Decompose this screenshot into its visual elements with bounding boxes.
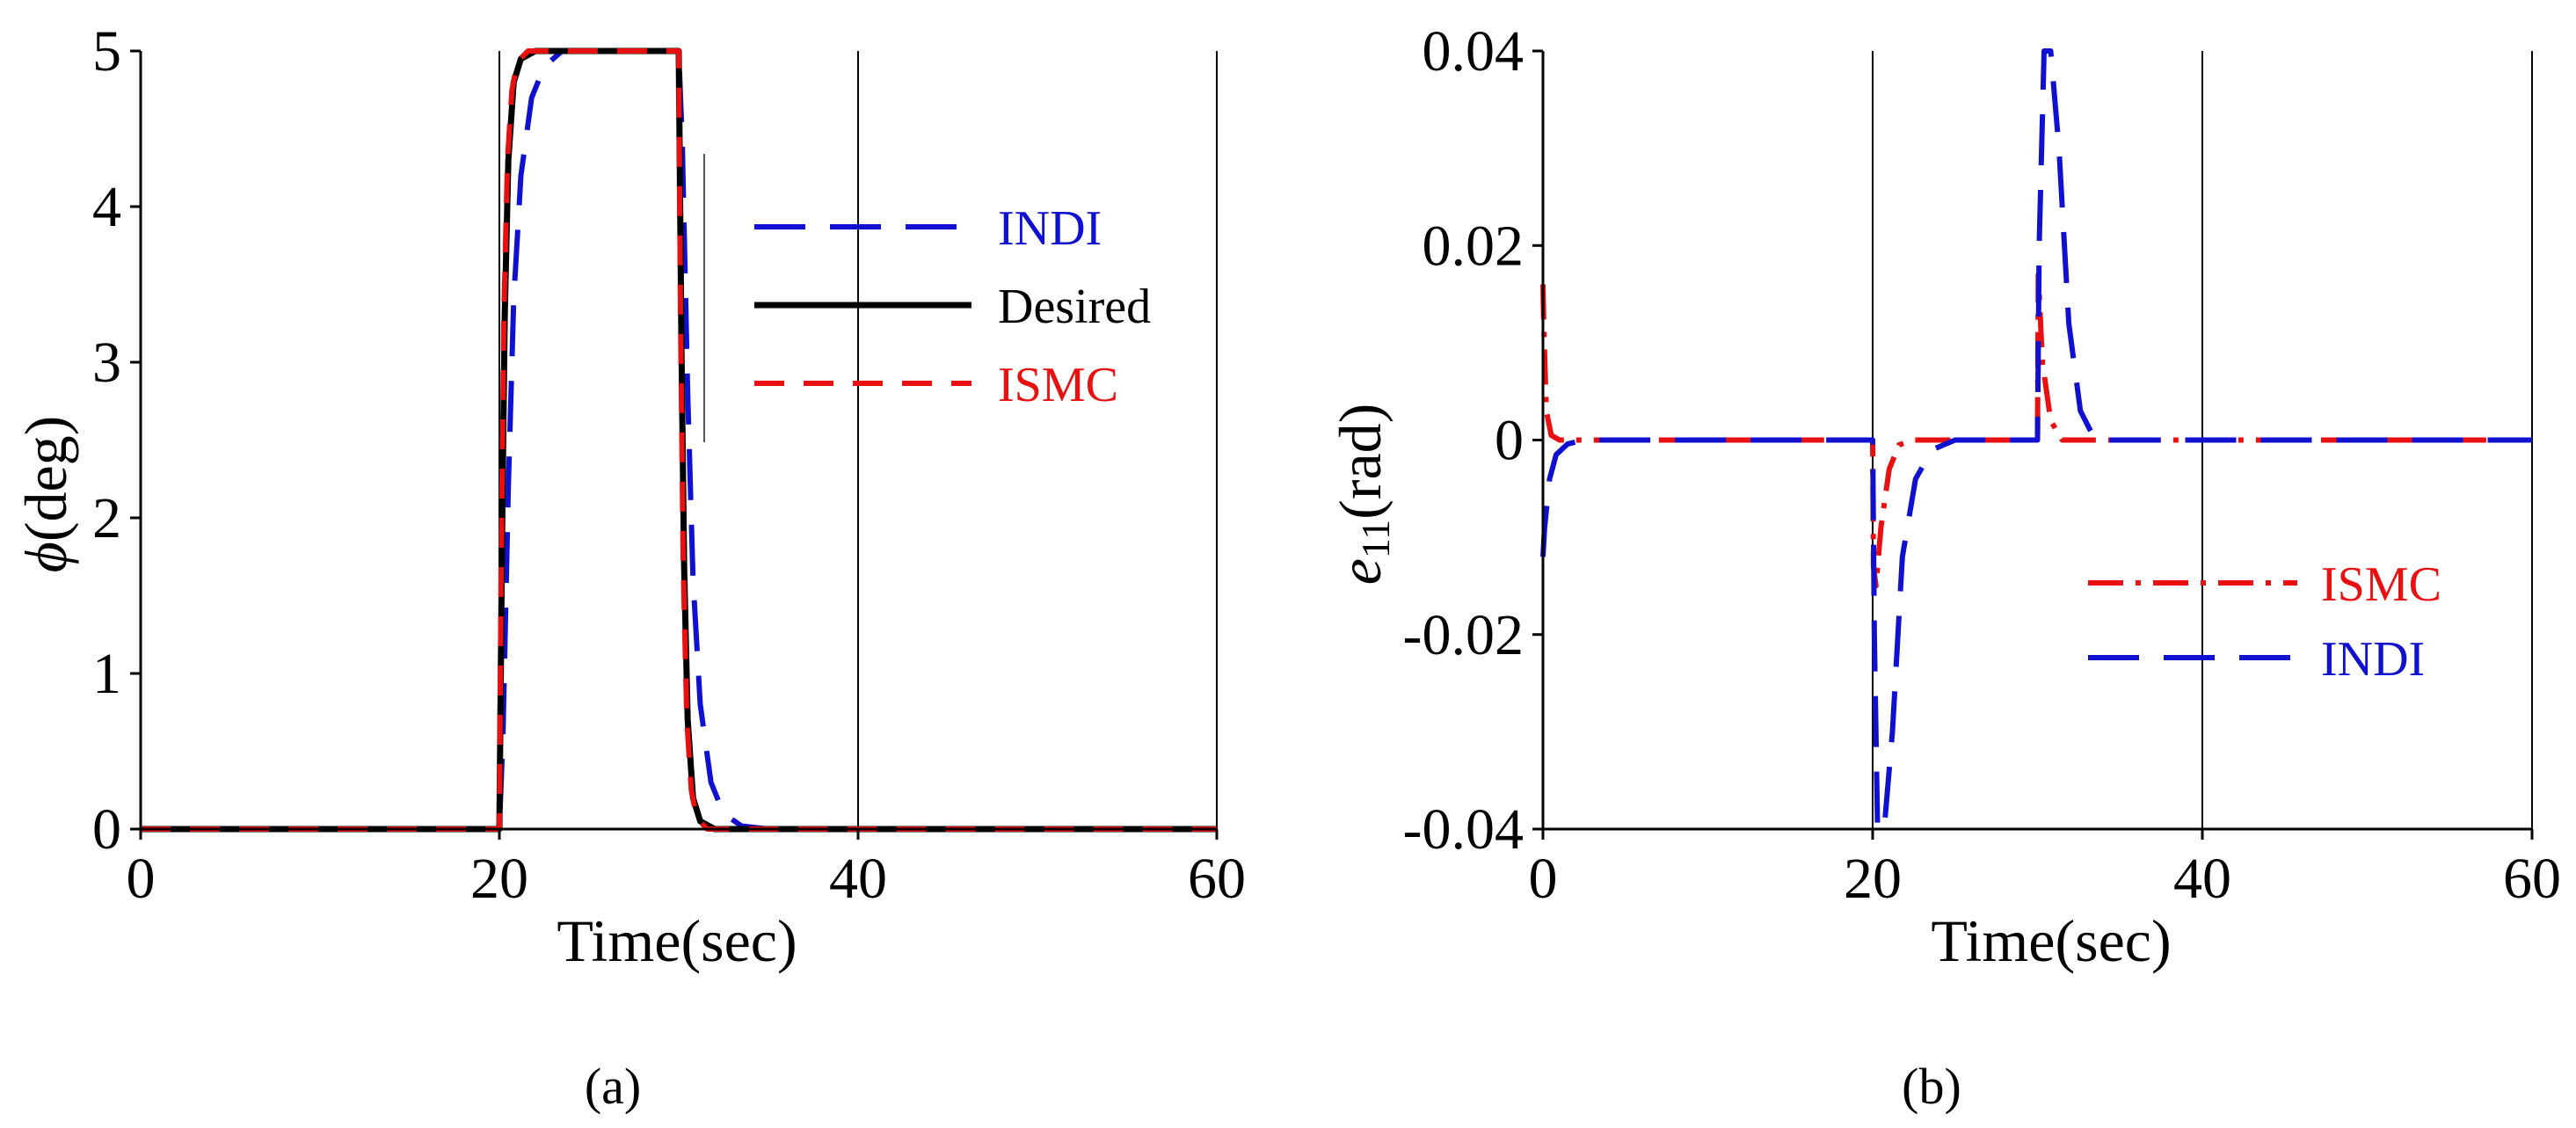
panel-a-y-tick-label: 4 <box>92 175 121 239</box>
panel-b-y-tick-label: -0.02 <box>1403 603 1524 667</box>
panel-b-axes <box>1532 49 2534 840</box>
panel-a-x-tick-label: 0 <box>127 847 156 911</box>
panel-a-x-tick-label: 60 <box>1188 847 1246 911</box>
panel-b-label: (b) <box>1902 1058 1961 1115</box>
panel-b-y-axis-unit: (rad) <box>1327 404 1394 520</box>
panel-a-label: (a) <box>585 1058 641 1115</box>
panel-a-y-axis-label: ϕ(deg) <box>12 416 79 573</box>
panel-a-axes <box>130 49 1219 840</box>
panel-b-y-axis-subscript: 11 <box>1353 520 1398 558</box>
panel-b-x-tick-label: 0 <box>1529 847 1558 911</box>
panel-a-chart: 0 1 2 3 4 5 0 20 40 60 Time(sec) ϕ(deg) (a) INDI D… <box>12 19 1246 1115</box>
panel-a-series-desired-line <box>141 47 1217 833</box>
panel-b-legend-indi-label: INDI <box>2321 632 2425 687</box>
panel-b-y-tick-label: 0 <box>1495 409 1524 473</box>
panel-a-y-tick-label: 3 <box>92 331 121 395</box>
panel-a-y-axis-unit: (deg) <box>12 416 79 542</box>
panel-a-legend-indi-label: INDI <box>998 201 1102 256</box>
panel-a-legend-ismc-label: ISMC <box>998 358 1118 412</box>
panel-a-x-axis-label: Time(sec) <box>557 907 797 974</box>
panel-b-x-tick-label: 60 <box>2503 847 2561 911</box>
panel-a-tick-labels: 0 1 2 3 4 5 0 20 40 60 <box>92 19 1246 911</box>
panel-b-x-tick-label: 20 <box>1844 847 1902 911</box>
panel-a-legend: INDI Desired ISMC <box>754 201 1151 412</box>
panel-b-tick-labels: -0.04 -0.02 0 0.02 0.04 0 20 40 60 <box>1403 19 2561 911</box>
panel-b-series-indi-line <box>1540 48 2532 832</box>
panel-a-y-tick-label: 0 <box>92 797 121 862</box>
panel-b-y-tick-label: -0.04 <box>1403 797 1524 862</box>
panel-a-series-indi-line <box>141 48 1217 832</box>
panel-b-y-axis-symbol: e <box>1327 558 1394 585</box>
panel-a-gridlines <box>498 51 1218 829</box>
panel-b-y-axis-label: e11(rad) <box>1327 404 1398 586</box>
panel-b-chart: -0.04 -0.02 0 0.02 0.04 0 20 40 60 Time(sec) e11… <box>1327 19 2561 1115</box>
panel-b-y-tick-label: 0.04 <box>1423 19 1524 84</box>
panel-a-series-ismc-line <box>141 48 1217 832</box>
panel-a-y-tick-label: 1 <box>92 642 121 706</box>
panel-a-x-tick-label: 20 <box>470 847 528 911</box>
panel-a-legend-desired-label: Desired <box>998 280 1151 334</box>
panel-a-series <box>141 47 1217 833</box>
panel-b-series <box>1540 48 2532 832</box>
panel-b-legend-ismc-label: ISMC <box>2321 557 2441 612</box>
panel-a-y-tick-label: 2 <box>92 486 121 550</box>
panel-a-y-tick-label: 5 <box>92 19 121 84</box>
panel-b-x-tick-label: 40 <box>2173 847 2231 911</box>
panel-b-series-ismc-line <box>1540 272 2532 589</box>
panel-b-x-axis-label: Time(sec) <box>1931 907 2171 974</box>
panel-b-legend: ISMC INDI <box>2088 557 2441 687</box>
panel-b-y-tick-label: 0.02 <box>1423 214 1524 278</box>
panel-a-y-axis-symbol: ϕ <box>12 542 79 572</box>
panel-a-x-tick-label: 40 <box>829 847 887 911</box>
